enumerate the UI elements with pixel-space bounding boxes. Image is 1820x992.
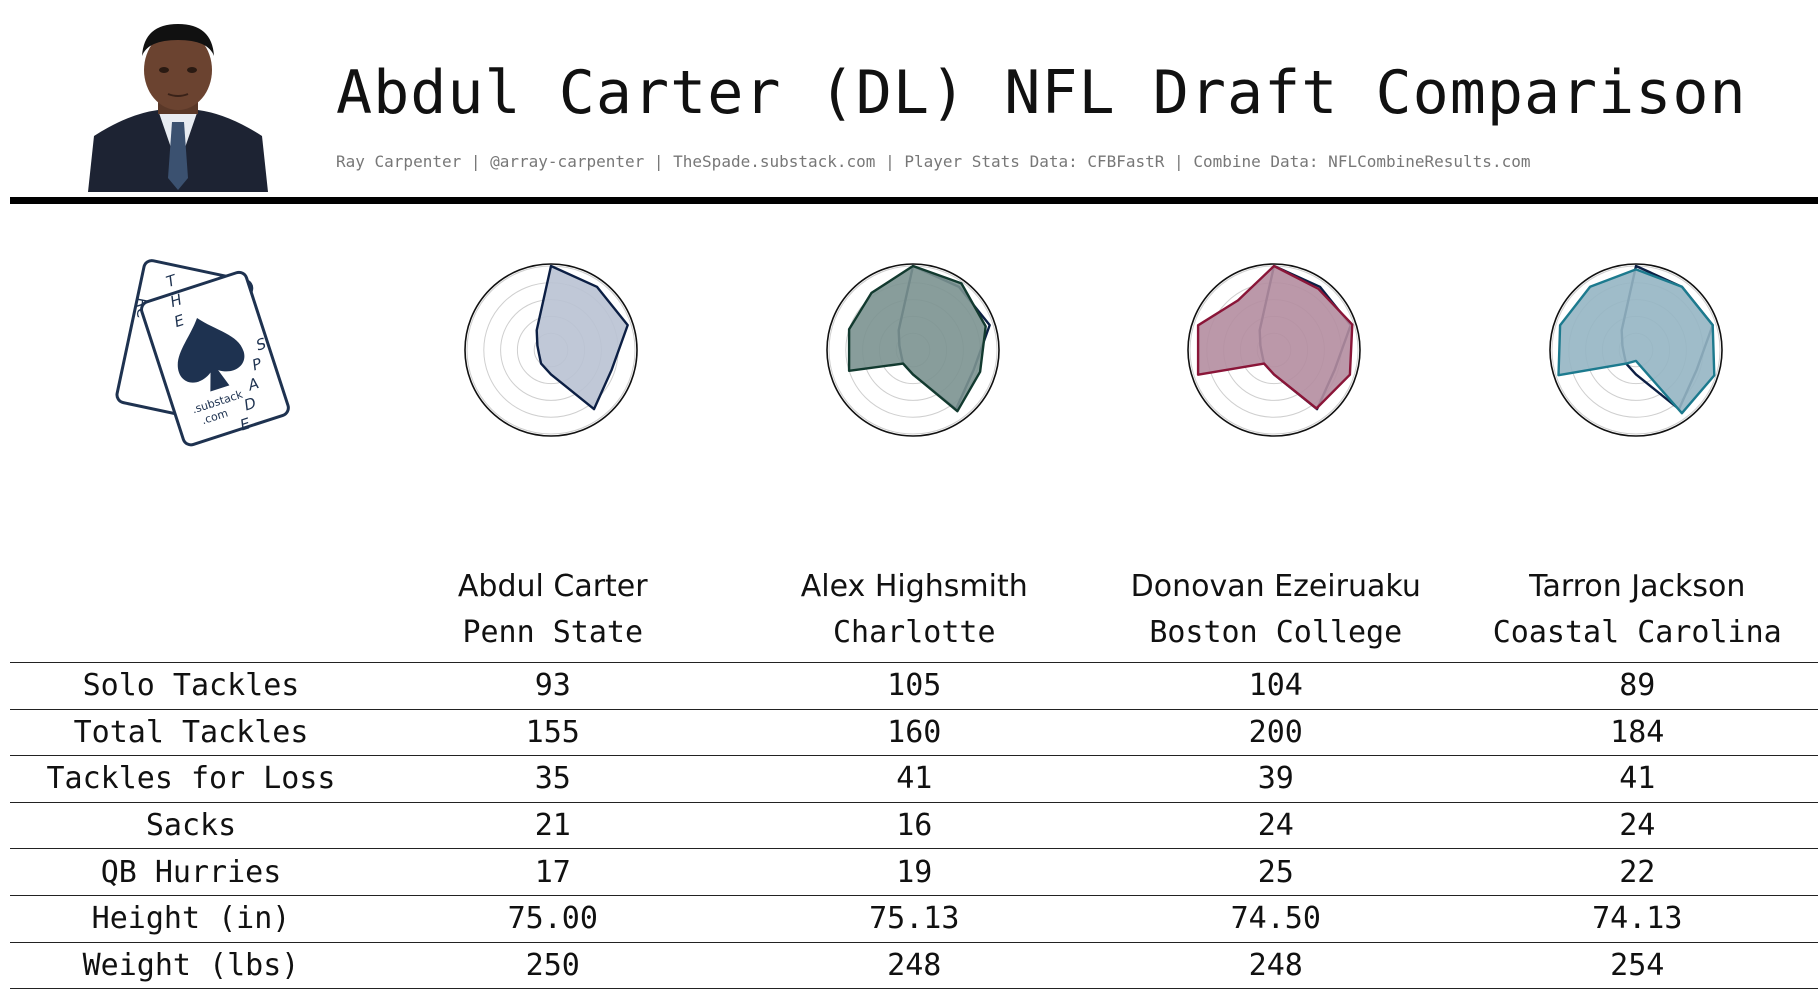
radar-outer-ring — [1187, 263, 1361, 437]
cell-value: 41 — [733, 755, 1095, 803]
cell-value: 254 — [1456, 942, 1818, 990]
table-row: Tackles for Loss 35 41 39 41 — [10, 755, 1818, 803]
header-player-0: Abdul Carter Penn State — [372, 560, 734, 663]
player-name: Donovan Ezeiruaku — [1130, 569, 1421, 604]
cell-value: 89 — [1456, 662, 1818, 710]
cell-value: 16 — [733, 802, 1095, 850]
page-subtitle: Ray Carpenter | @array-carpenter | TheSp… — [336, 152, 1531, 171]
cell-value: 24 — [1095, 802, 1457, 850]
radar-player-polygon — [1196, 264, 1354, 410]
logo-letters-front-6: A — [245, 374, 261, 395]
table-header-row: Abdul Carter Penn State Alex Highsmith C… — [10, 560, 1818, 663]
table-row: Weight (lbs) 250 248 248 254 — [10, 942, 1818, 990]
radar-chart-abdul-carter — [464, 263, 638, 437]
player-name: Tarron Jackson — [1529, 569, 1746, 604]
radar-chart-tarron-jackson — [1549, 263, 1723, 437]
player-school: Charlotte — [832, 615, 996, 650]
cell-value: 22 — [1456, 848, 1818, 896]
cell-value: 19 — [733, 848, 1095, 896]
table-row: QB Hurries 17 19 25 22 — [10, 848, 1818, 896]
stats-table: Abdul Carter Penn State Alex Highsmith C… — [10, 560, 1818, 990]
spade-icon — [177, 318, 245, 392]
player-headshot — [88, 18, 268, 192]
cell-value: 35 — [372, 755, 734, 803]
logo-letters-front-7: D — [242, 394, 259, 415]
header-player-2: Donovan Ezeiruaku Boston College — [1095, 560, 1457, 663]
cell-value: 104 — [1095, 662, 1457, 710]
cell-value: 25 — [1095, 848, 1457, 896]
player-school: Penn State — [462, 615, 644, 650]
cell-value: 105 — [733, 662, 1095, 710]
cell-value: 39 — [1095, 755, 1457, 803]
cell-value: 155 — [372, 709, 734, 757]
radar-chart-donovan-ezeiruaku — [1187, 263, 1361, 437]
cell-value: 248 — [1095, 942, 1457, 990]
player-school: Coastal Carolina — [1492, 615, 1782, 650]
cell-value: 248 — [733, 942, 1095, 990]
logo-letters-front-2: H — [168, 290, 184, 311]
page-title: Abdul Carter (DL) NFL Draft Comparison — [336, 58, 1747, 128]
cell-value: 75.00 — [372, 895, 734, 943]
radar-outer-ring — [1549, 263, 1723, 437]
player-name: Alex Highsmith — [800, 569, 1028, 604]
table-row: Total Tackles 155 160 200 184 — [10, 709, 1818, 757]
cell-value: 21 — [372, 802, 734, 850]
cell-value: 24 — [1456, 802, 1818, 850]
radar-player-polygon — [847, 264, 987, 413]
header-player-3: Tarron Jackson Coastal Carolina — [1456, 560, 1818, 663]
cell-value: 74.50 — [1095, 895, 1457, 943]
radar-chart-alex-highsmith — [826, 263, 1000, 437]
the-spade-logo: RC T H E S P A D E .substack .com — [115, 259, 290, 447]
row-label: Solo Tackles — [10, 662, 372, 710]
cell-value: 200 — [1095, 709, 1457, 757]
cell-value: 17 — [372, 848, 734, 896]
row-label: Weight (lbs) — [10, 942, 372, 990]
table-row: Height (in) 75.00 75.13 74.50 74.13 — [10, 895, 1818, 943]
cell-value: 160 — [733, 709, 1095, 757]
table-row: Sacks 21 16 24 24 — [10, 802, 1818, 850]
cell-value: 184 — [1456, 709, 1818, 757]
row-label: Tackles for Loss — [10, 755, 372, 803]
header-player-1: Alex Highsmith Charlotte — [733, 560, 1095, 663]
radar-outer-ring — [464, 263, 638, 437]
cell-value: 75.13 — [733, 895, 1095, 943]
cell-value: 74.13 — [1456, 895, 1818, 943]
row-label: Height (in) — [10, 895, 372, 943]
row-label: Sacks — [10, 802, 372, 850]
player-name: Abdul Carter — [457, 569, 648, 604]
row-label: Total Tackles — [10, 709, 372, 757]
radar-outer-ring — [826, 263, 1000, 437]
radar-player-polygon — [535, 264, 629, 411]
cell-value: 250 — [372, 942, 734, 990]
header-blank — [10, 560, 372, 663]
table-row: Solo Tackles 93 105 104 89 — [10, 662, 1818, 710]
radar-player-polygon — [1557, 268, 1716, 415]
player-school: Boston College — [1149, 615, 1403, 650]
header-divider — [10, 197, 1818, 204]
cell-value: 41 — [1456, 755, 1818, 803]
cell-value: 93 — [372, 662, 734, 710]
row-label: QB Hurries — [10, 848, 372, 896]
